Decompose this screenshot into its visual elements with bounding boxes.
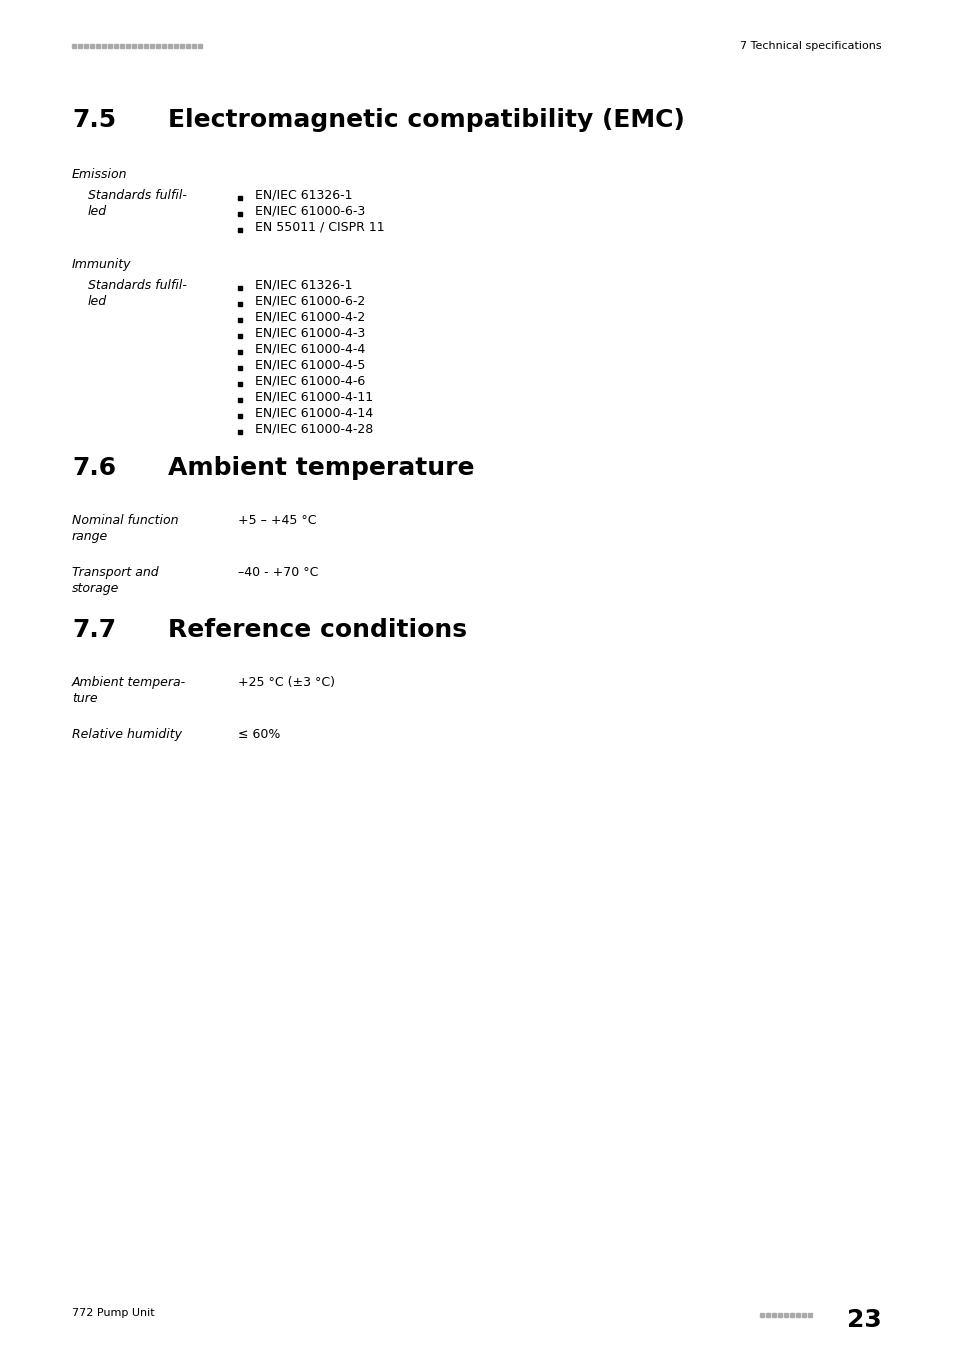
- Bar: [807, 1314, 811, 1318]
- Text: Reference conditions: Reference conditions: [168, 618, 467, 643]
- Bar: [801, 1314, 805, 1318]
- Bar: [180, 45, 184, 49]
- Bar: [108, 45, 112, 49]
- Text: EN/IEC 61000-4-3: EN/IEC 61000-4-3: [254, 327, 365, 340]
- Text: EN/IEC 61000-4-28: EN/IEC 61000-4-28: [254, 423, 373, 436]
- Text: led: led: [88, 205, 107, 217]
- Text: EN/IEC 61000-4-5: EN/IEC 61000-4-5: [254, 359, 365, 373]
- Bar: [237, 398, 242, 402]
- Bar: [144, 45, 148, 49]
- Bar: [84, 45, 88, 49]
- Bar: [186, 45, 190, 49]
- Text: +25 °C (±3 °C): +25 °C (±3 °C): [237, 676, 335, 688]
- Text: 7.6: 7.6: [71, 456, 116, 481]
- Text: ≤ 60%: ≤ 60%: [237, 728, 280, 741]
- Bar: [102, 45, 106, 49]
- Bar: [126, 45, 130, 49]
- Text: EN/IEC 61000-4-6: EN/IEC 61000-4-6: [254, 375, 365, 387]
- Bar: [765, 1314, 769, 1318]
- Text: EN/IEC 61326-1: EN/IEC 61326-1: [254, 279, 352, 292]
- Bar: [162, 45, 166, 49]
- Bar: [237, 286, 242, 290]
- Bar: [771, 1314, 775, 1318]
- Text: 23: 23: [846, 1308, 882, 1332]
- Text: Electromagnetic compatibility (EMC): Electromagnetic compatibility (EMC): [168, 108, 684, 132]
- Bar: [71, 45, 76, 49]
- Bar: [113, 45, 118, 49]
- Bar: [78, 45, 82, 49]
- Text: 7.7: 7.7: [71, 618, 116, 643]
- Text: EN/IEC 61000-6-2: EN/IEC 61000-6-2: [254, 296, 365, 308]
- Text: Ambient tempera-: Ambient tempera-: [71, 676, 186, 688]
- Text: Emission: Emission: [71, 167, 128, 181]
- Bar: [237, 431, 242, 433]
- Text: 7.5: 7.5: [71, 108, 116, 132]
- Bar: [237, 333, 242, 338]
- Bar: [237, 366, 242, 370]
- Text: Transport and: Transport and: [71, 566, 158, 579]
- Bar: [156, 45, 160, 49]
- Text: Immunity: Immunity: [71, 258, 132, 271]
- Bar: [173, 45, 178, 49]
- Bar: [132, 45, 136, 49]
- Text: EN 55011 / CISPR 11: EN 55011 / CISPR 11: [254, 221, 384, 234]
- Bar: [783, 1314, 787, 1318]
- Text: +5 – +45 °C: +5 – +45 °C: [237, 514, 316, 526]
- Text: Nominal function: Nominal function: [71, 514, 178, 526]
- Bar: [789, 1314, 793, 1318]
- Bar: [90, 45, 94, 49]
- Bar: [237, 302, 242, 306]
- Bar: [138, 45, 142, 49]
- Bar: [237, 196, 242, 200]
- Bar: [237, 228, 242, 232]
- Text: –40 - +70 °C: –40 - +70 °C: [237, 566, 318, 579]
- Bar: [237, 212, 242, 216]
- Text: Standards fulfil-: Standards fulfil-: [88, 189, 187, 202]
- Text: range: range: [71, 531, 108, 543]
- Text: 772 Pump Unit: 772 Pump Unit: [71, 1308, 154, 1318]
- Bar: [192, 45, 195, 49]
- Bar: [150, 45, 153, 49]
- Text: 7 Technical specifications: 7 Technical specifications: [740, 40, 882, 51]
- Bar: [237, 319, 242, 323]
- Text: Relative humidity: Relative humidity: [71, 728, 182, 741]
- Text: Ambient temperature: Ambient temperature: [168, 456, 474, 481]
- Text: EN/IEC 61326-1: EN/IEC 61326-1: [254, 189, 352, 202]
- Text: EN/IEC 61000-4-11: EN/IEC 61000-4-11: [254, 392, 373, 404]
- Bar: [778, 1314, 781, 1318]
- Bar: [795, 1314, 800, 1318]
- Text: EN/IEC 61000-6-3: EN/IEC 61000-6-3: [254, 205, 365, 217]
- Text: EN/IEC 61000-4-2: EN/IEC 61000-4-2: [254, 310, 365, 324]
- Bar: [237, 350, 242, 354]
- Bar: [198, 45, 202, 49]
- Text: storage: storage: [71, 582, 119, 595]
- Bar: [168, 45, 172, 49]
- Text: EN/IEC 61000-4-14: EN/IEC 61000-4-14: [254, 406, 373, 420]
- Text: ture: ture: [71, 693, 97, 705]
- Text: led: led: [88, 296, 107, 308]
- Bar: [96, 45, 100, 49]
- Text: EN/IEC 61000-4-4: EN/IEC 61000-4-4: [254, 343, 365, 356]
- Bar: [237, 382, 242, 386]
- Text: Standards fulfil-: Standards fulfil-: [88, 279, 187, 292]
- Bar: [120, 45, 124, 49]
- Bar: [760, 1314, 763, 1318]
- Bar: [237, 414, 242, 418]
